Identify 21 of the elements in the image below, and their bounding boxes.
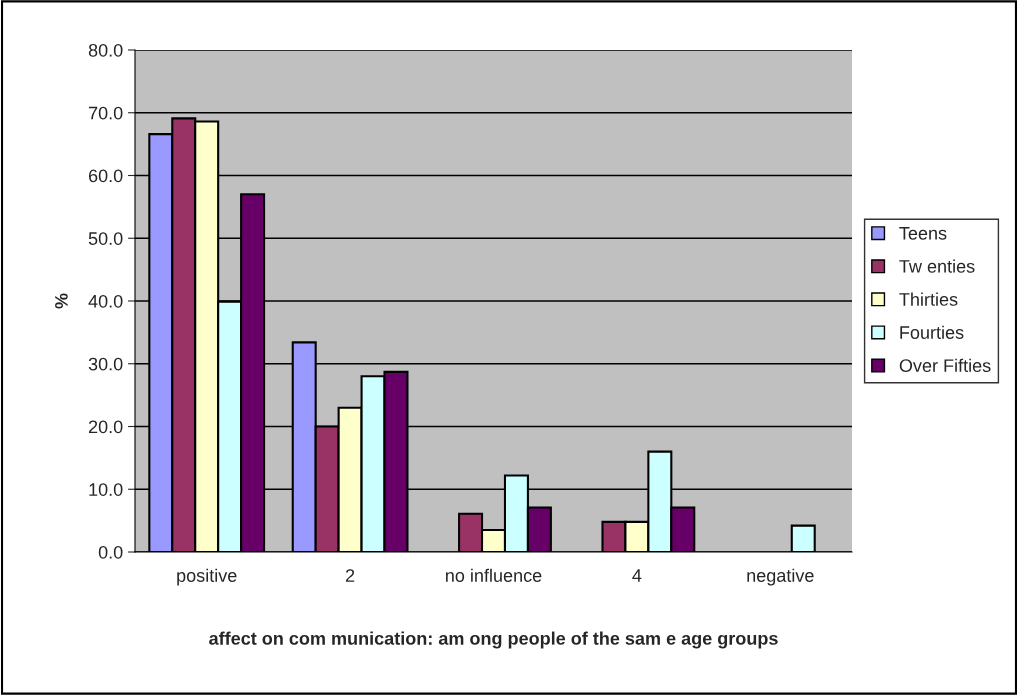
legend-label: Tw enties <box>899 259 975 273</box>
y-axis-title: % <box>55 293 68 309</box>
x-tick-label: 2 <box>345 569 355 582</box>
y-tick-label: 40.0 <box>88 294 123 308</box>
legend-label: Over Fifties <box>899 358 991 373</box>
x-tick-label: 4 <box>632 569 642 582</box>
y-tick-label: 50.0 <box>88 232 123 245</box>
legend-label: Thirties <box>899 292 958 306</box>
x-axis-title: affect on com munication: am ong people of the sam e age groups <box>209 631 778 649</box>
y-tick-label: 70.0 <box>88 106 123 120</box>
x-tick-label: negative <box>747 568 814 586</box>
y-tick-label: 0.0 <box>98 545 123 559</box>
y-tick-label: 30.0 <box>88 357 123 371</box>
y-tick-label: 60.0 <box>88 169 123 183</box>
y-tick-label: 80.0 <box>88 43 123 57</box>
x-tick-label: positive <box>177 568 237 586</box>
legend-label: Fourties <box>900 325 964 339</box>
x-tick-label: no influence <box>446 568 542 582</box>
y-tick-label: 20.0 <box>88 420 123 434</box>
legend-label: Teens <box>899 227 947 240</box>
y-tick-label: 10.0 <box>89 483 123 496</box>
